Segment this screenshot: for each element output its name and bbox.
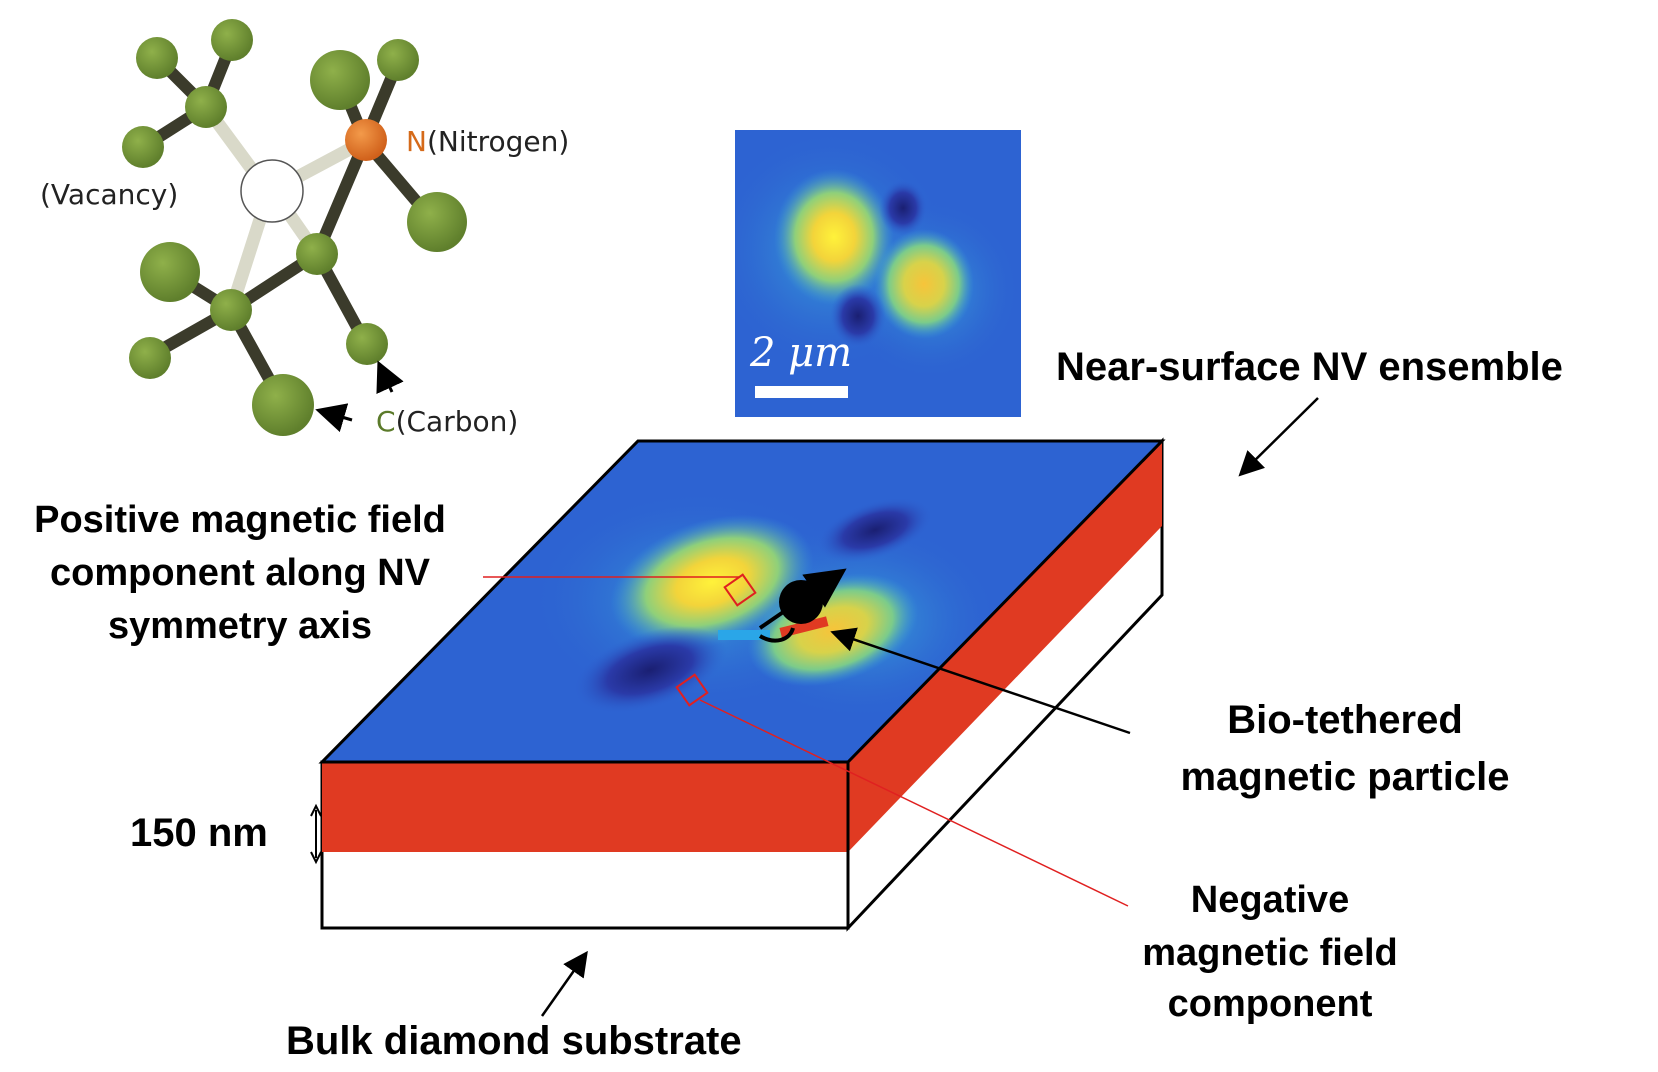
positive-field-label: Positive magnetic field component along …	[34, 499, 446, 647]
carbon-atom-icon	[211, 19, 253, 61]
tether-blue	[718, 630, 770, 640]
thickness-arrowhead-top	[310, 803, 322, 817]
substrate-pointer	[540, 950, 588, 1017]
diamond-slab	[318, 437, 1166, 932]
carbon-pointer-arrow	[315, 403, 353, 433]
svg-text:Bio-tethered: Bio-tethered	[1227, 698, 1463, 742]
negative-field-pointer	[699, 699, 1129, 907]
thickness-label: 150 nm	[130, 811, 268, 855]
carbon-atom-icon	[377, 39, 419, 81]
scale-bar	[755, 386, 848, 398]
thickness-arrowhead-bottom	[310, 851, 322, 865]
tether-link	[758, 627, 795, 643]
carbon-atoms	[122, 19, 467, 436]
near-surface-label: Near-surface NV ensemble	[1056, 345, 1563, 389]
carbon-atom-icon	[136, 37, 178, 79]
svg-text:C(Carbon): C(Carbon)	[376, 405, 518, 438]
vacancy-label: (Vacancy)	[40, 178, 178, 211]
svg-text:Negative: Negative	[1191, 879, 1349, 921]
svg-text:component: component	[1168, 983, 1373, 1025]
particle-moment-arrow	[758, 568, 847, 630]
nitrogen-symbol: N	[406, 125, 427, 158]
carbon-atom-icon	[140, 242, 200, 302]
scale-bar-label: 2 μm	[749, 330, 852, 376]
magnetic-field-image-inset	[735, 130, 1021, 417]
negative-field-label: Negative magnetic field component	[1142, 879, 1398, 1025]
carbon-atom-icon	[122, 126, 164, 168]
nitrogen-name: (Nitrogen)	[427, 125, 569, 158]
svg-text:symmetry axis: symmetry axis	[108, 605, 372, 647]
svg-text:component along NV: component along NV	[50, 552, 431, 594]
carbon-atom-icon	[185, 86, 227, 128]
carbon-name: (Carbon)	[396, 405, 519, 438]
vacancy-site-icon	[240, 159, 304, 223]
svg-text:Positive magnetic field: Positive magnetic field	[34, 499, 446, 541]
svg-text:N(Nitrogen): N(Nitrogen)	[406, 125, 569, 158]
near-surface-pointer	[1238, 397, 1319, 477]
carbon-atom-icon	[407, 192, 467, 252]
svg-text:magnetic particle: magnetic particle	[1180, 755, 1509, 799]
carbon-atom-icon	[346, 323, 388, 365]
carbon-atom-icon	[129, 337, 171, 379]
slab-side-red-layer	[848, 441, 1162, 852]
carbon-atom-icon	[310, 50, 370, 110]
nv-layer-front	[322, 762, 848, 852]
carbon-symbol: C	[376, 405, 396, 438]
carbon-atom-icon	[252, 374, 314, 436]
positive-pixel-marker	[723, 573, 757, 607]
bio-particle-pointer	[830, 627, 1131, 735]
substrate-label: Bulk diamond substrate	[286, 1019, 742, 1063]
nv-center-molecule: N(Nitrogen) (Vacancy) C(Carbon)	[40, 19, 569, 438]
carbon-pointer-arrow	[376, 360, 404, 395]
carbon-atom-icon	[210, 289, 252, 331]
nitrogen-atom-icon	[345, 119, 387, 161]
bio-particle-label: Bio-tethered magnetic particle	[1180, 698, 1509, 799]
negative-pixel-marker	[675, 673, 709, 707]
svg-text:magnetic field: magnetic field	[1142, 932, 1398, 974]
slab-top-outline	[318, 439, 1166, 764]
carbon-atom-icon	[296, 233, 338, 275]
